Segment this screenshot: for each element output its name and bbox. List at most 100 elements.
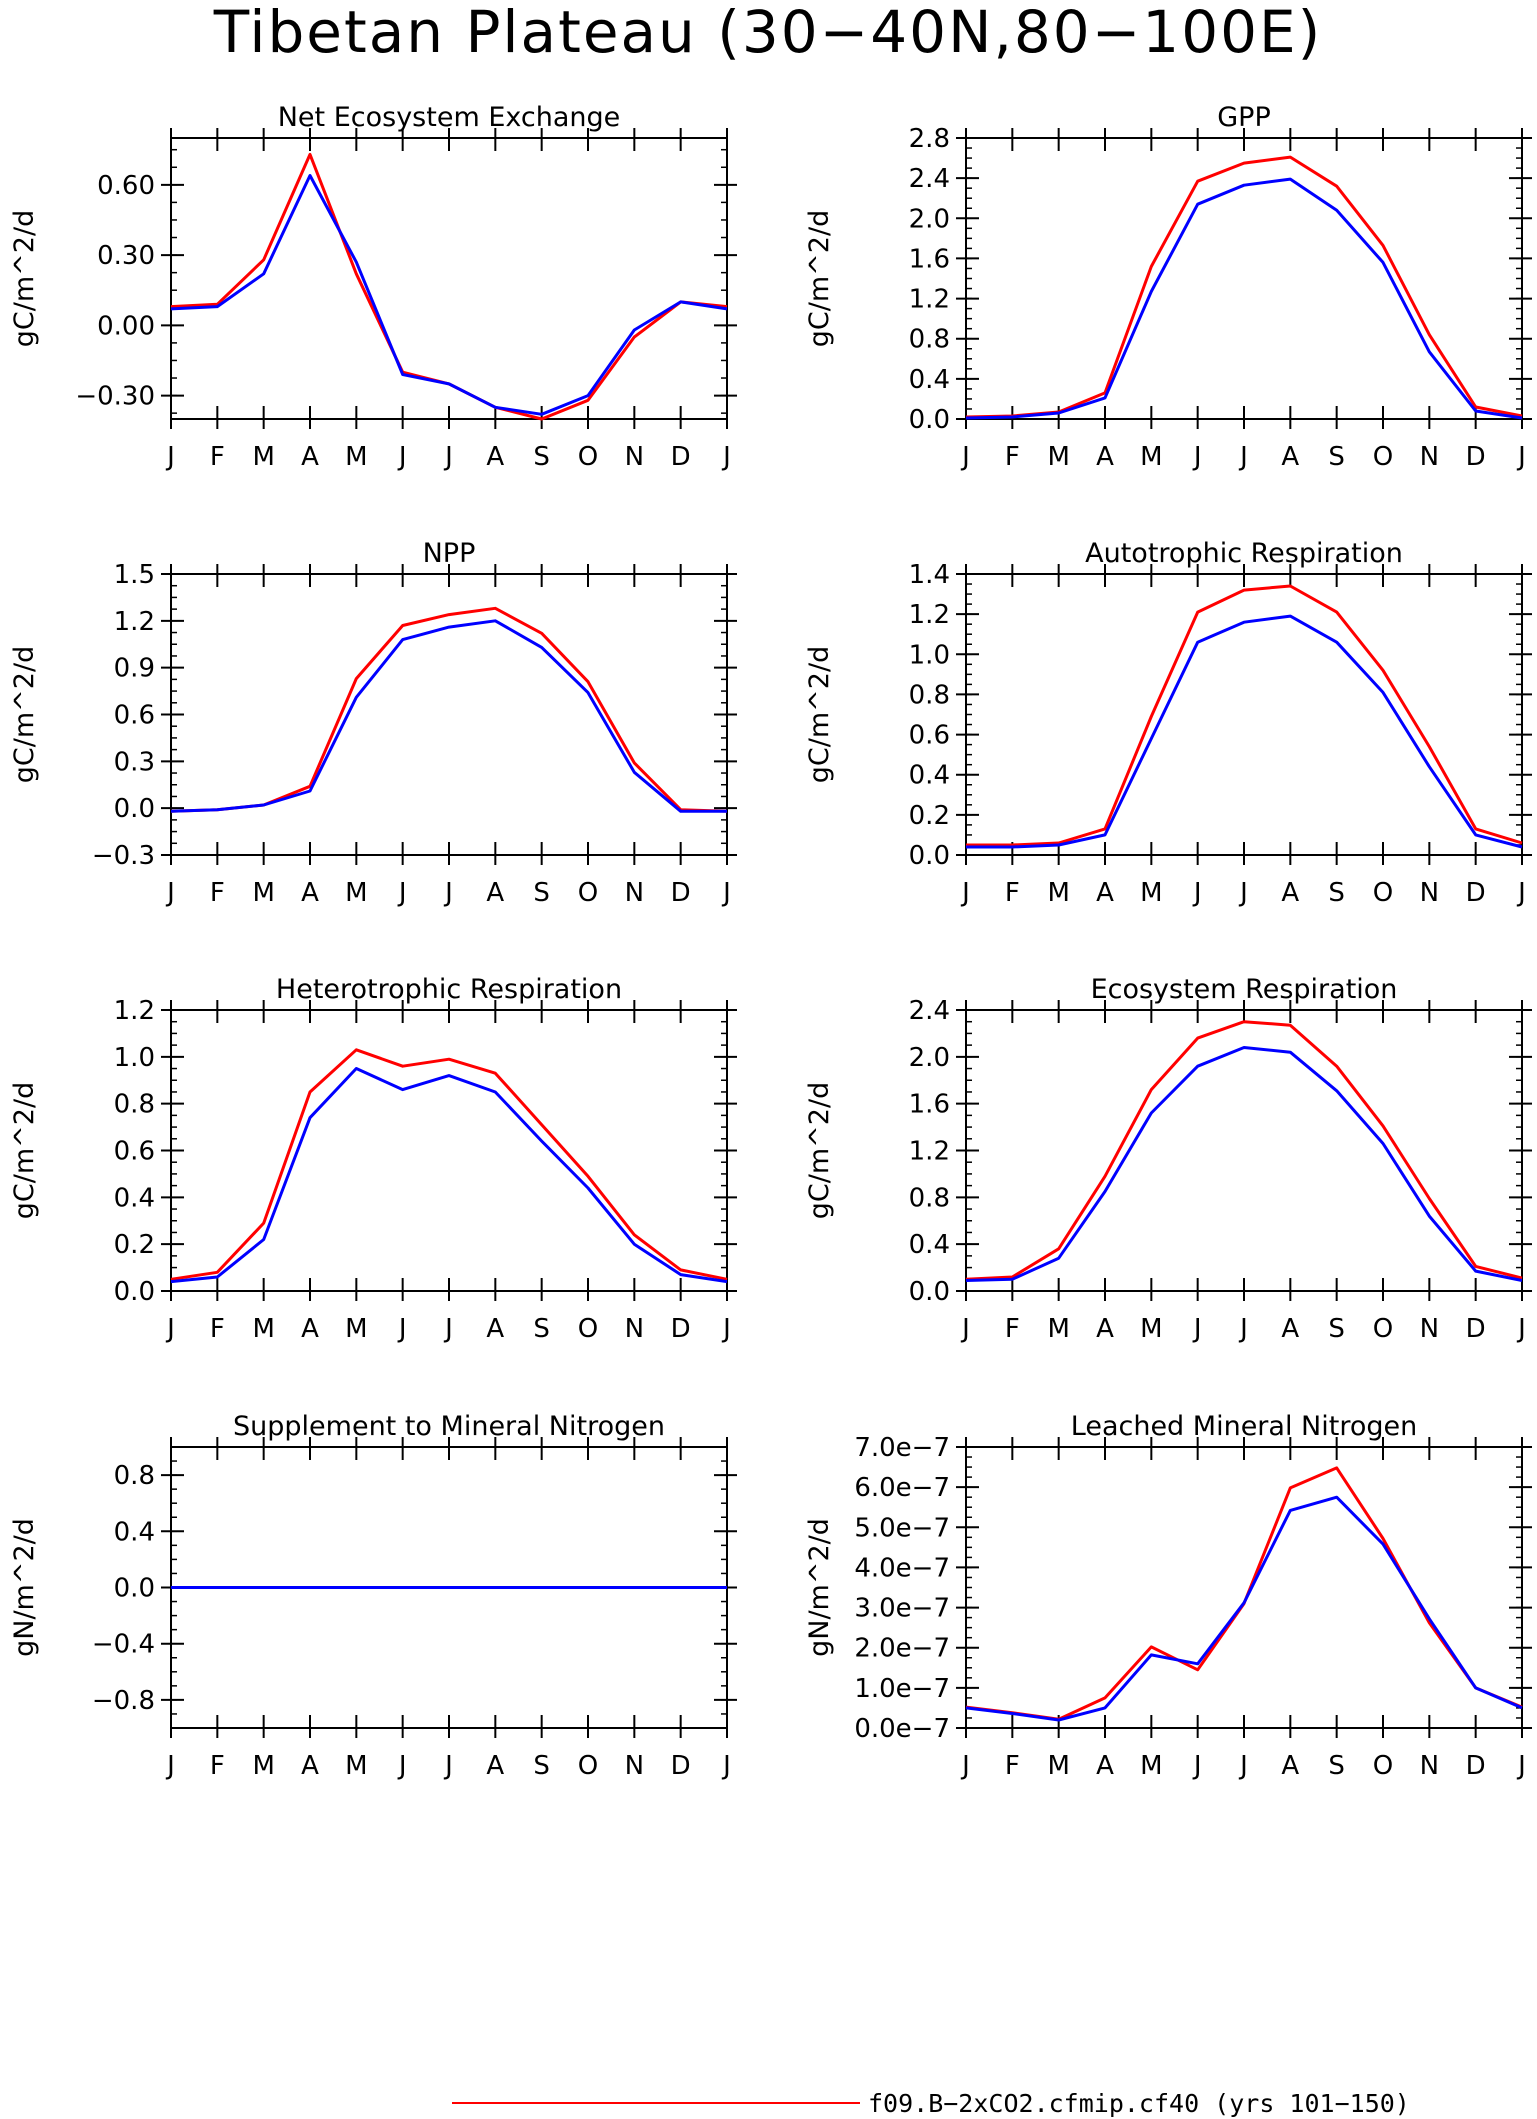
- x-tick-label: O: [578, 442, 598, 472]
- x-tick-label: J: [1192, 442, 1202, 472]
- x-tick-label: J: [397, 1314, 407, 1344]
- x-tick-label: S: [533, 442, 550, 472]
- chart-panels: Net Ecosystem Exchange gC/m^2/d −0.30 0.00 0…: [9, 102, 1532, 1781]
- x-tick-label: A: [1096, 878, 1114, 908]
- series-line-control: [170, 1067, 728, 1284]
- chart-panel: Autotrophic Respiration gC/m^2/d 0.0 0.2 0.4…: [804, 538, 1532, 908]
- plot-frame: [965, 573, 1523, 856]
- x-tick-label: J: [165, 442, 175, 472]
- y-axis-label: gC/m^2/d: [9, 1082, 40, 1219]
- x-tick-label: A: [1096, 1751, 1114, 1781]
- x-tick-label: O: [578, 1314, 598, 1344]
- x-tick-label: M: [1047, 1751, 1069, 1781]
- x-tick-label: J: [1238, 1751, 1248, 1781]
- y-tick-label: 0.6: [114, 701, 155, 731]
- y-tick-label: 0.0: [114, 1574, 155, 1604]
- y-tick-label: 2.4: [909, 164, 950, 194]
- y-tick-label: 1.2: [909, 285, 950, 315]
- y-tick-label: 0.6: [909, 721, 950, 751]
- x-tick-label: A: [1281, 1314, 1299, 1344]
- x-tick-label: J: [397, 442, 407, 472]
- panel-title: Net Ecosystem Exchange: [278, 102, 621, 133]
- y-tick-label: 1.0: [114, 1043, 155, 1073]
- x-tick-label: N: [625, 878, 644, 908]
- x-tick-label: J: [1238, 878, 1248, 908]
- series-line-control: [965, 1495, 1523, 1722]
- x-tick-label: F: [1005, 1751, 1020, 1781]
- series-line-case: [966, 584, 1523, 847]
- y-tick-label: 1.6: [909, 244, 950, 274]
- plot-frame: [965, 137, 1523, 420]
- x-tick-label: S: [1328, 1751, 1345, 1781]
- plot-frame: [170, 573, 728, 856]
- x-tick-label: F: [1005, 1314, 1020, 1344]
- y-tick-label: 1.0: [909, 640, 950, 670]
- y-tick-label: 0.0: [114, 794, 155, 824]
- x-tick-label: D: [1466, 1314, 1486, 1344]
- x-tick-label: M: [1047, 442, 1069, 472]
- x-tick-label: J: [721, 442, 731, 472]
- x-tick-label: A: [486, 878, 504, 908]
- x-tick-label: F: [210, 1314, 225, 1344]
- x-tick-label: A: [1096, 442, 1114, 472]
- y-tick-label: 0.8: [114, 1090, 155, 1120]
- panel-title: NPP: [423, 538, 476, 569]
- x-tick-label: A: [1281, 878, 1299, 908]
- panel-title: Ecosystem Respiration: [1091, 974, 1398, 1005]
- x-tick-label: J: [165, 1751, 175, 1781]
- y-tick-label: 6.0e−7: [854, 1473, 950, 1503]
- x-tick-label: D: [671, 878, 691, 908]
- chart-panel: Leached Mineral Nitrogen gN/m^2/d 0.0e−7 1.…: [804, 1411, 1532, 1781]
- x-tick-label: O: [1373, 442, 1393, 472]
- x-tick-label: A: [486, 1314, 504, 1344]
- x-tick-label: J: [165, 878, 175, 908]
- y-tick-label: 1.5: [114, 560, 155, 590]
- plot-frame: [965, 1446, 1523, 1729]
- y-tick-label: 0.0: [909, 841, 950, 871]
- y-tick-label: −0.8: [92, 1686, 155, 1716]
- y-tick-label: 0.8: [909, 325, 950, 355]
- x-tick-label: M: [345, 442, 367, 472]
- y-tick-label: 0.0: [909, 1277, 950, 1307]
- x-tick-label: N: [625, 1314, 644, 1344]
- x-tick-label: O: [1373, 1314, 1393, 1344]
- x-tick-label: M: [1140, 1314, 1162, 1344]
- x-tick-label: J: [443, 1314, 453, 1344]
- series-line-control: [965, 1046, 1523, 1282]
- x-tick-label: M: [1140, 1751, 1162, 1781]
- x-tick-label: D: [1466, 442, 1486, 472]
- legend-label-case: f09.B−2xCO2.cfmip.cf40 (yrs 101−150): [868, 2089, 1410, 2118]
- series-line-control: [170, 174, 728, 416]
- panel-title: Autotrophic Respiration: [1085, 538, 1403, 569]
- x-tick-label: S: [533, 1751, 550, 1781]
- x-tick-label: N: [1420, 1314, 1439, 1344]
- x-tick-label: O: [1373, 878, 1393, 908]
- x-tick-label: S: [1328, 1314, 1345, 1344]
- y-tick-label: 1.0e−7: [854, 1674, 950, 1704]
- y-tick-label: 0.30: [97, 241, 155, 271]
- y-tick-label: 0.60: [97, 171, 155, 201]
- y-tick-label: 1.2: [909, 600, 950, 630]
- y-tick-label: −0.4: [92, 1630, 155, 1660]
- x-tick-label: J: [960, 1314, 970, 1344]
- y-tick-label: 0.8: [909, 1183, 950, 1213]
- y-tick-label: 4.0e−7: [854, 1553, 950, 1583]
- y-tick-label: −0.3: [92, 841, 155, 871]
- y-tick-label: 2.0e−7: [854, 1634, 950, 1664]
- x-tick-label: N: [625, 1751, 644, 1781]
- y-tick-label: −0.30: [75, 382, 155, 412]
- panel-title: Heterotrophic Respiration: [276, 974, 622, 1005]
- panel-title: GPP: [1217, 102, 1271, 133]
- x-tick-label: A: [1281, 1751, 1299, 1781]
- x-tick-label: J: [1516, 442, 1526, 472]
- panel-title: Leached Mineral Nitrogen: [1071, 1411, 1417, 1442]
- y-tick-label: 5.0e−7: [854, 1513, 950, 1543]
- x-tick-label: N: [625, 442, 644, 472]
- x-tick-label: M: [1140, 442, 1162, 472]
- x-tick-label: J: [721, 1314, 731, 1344]
- series-line-control: [966, 614, 1523, 849]
- y-tick-label: 0.4: [114, 1517, 155, 1547]
- x-tick-label: O: [578, 878, 598, 908]
- series-line-case: [965, 155, 1523, 419]
